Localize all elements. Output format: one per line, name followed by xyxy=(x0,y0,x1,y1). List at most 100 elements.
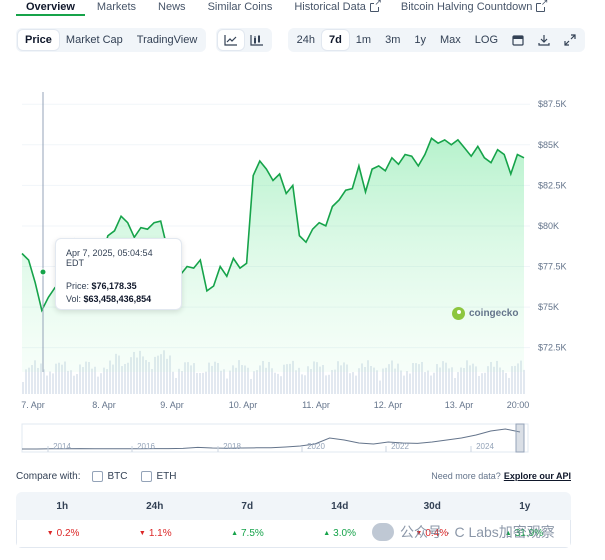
volume-bar xyxy=(388,364,390,394)
volume-bar xyxy=(208,362,210,394)
volume-bar xyxy=(40,363,42,394)
volume-bar xyxy=(397,363,399,394)
volume-bar xyxy=(457,372,459,394)
tab-news[interactable]: News xyxy=(158,0,186,14)
volume-bar xyxy=(223,369,225,394)
volume-bar xyxy=(460,367,462,394)
volume-bar xyxy=(52,373,54,394)
volume-bar xyxy=(133,351,135,394)
volume-bar xyxy=(103,367,105,394)
volume-bar xyxy=(238,360,240,394)
volume-bar xyxy=(91,368,93,394)
volume-bar xyxy=(439,367,441,394)
volume-bar xyxy=(484,372,486,394)
volume-bar xyxy=(100,373,102,394)
volume-bar xyxy=(139,350,141,394)
candlestick-chart-icon[interactable] xyxy=(244,30,270,50)
volume-bar xyxy=(31,365,33,394)
volume-bar xyxy=(481,373,483,394)
view-market-cap-button[interactable]: Market Cap xyxy=(65,34,123,46)
range-log-button[interactable]: LOG xyxy=(474,34,498,46)
perf-value-1y: ▲ 31.9% xyxy=(478,520,570,547)
volume-bar xyxy=(319,366,321,394)
range-max-button[interactable]: Max xyxy=(439,34,461,46)
volume-bar xyxy=(373,367,375,394)
volume-bar xyxy=(46,375,48,394)
volume-bar xyxy=(229,370,231,394)
caret-up-icon: ▲ xyxy=(231,530,238,537)
caret-up-icon: ▲ xyxy=(504,530,512,537)
view-tradingview-button[interactable]: TradingView xyxy=(136,34,198,46)
tab-overview[interactable]: Overview xyxy=(16,0,85,16)
range-7d-button[interactable]: 7d xyxy=(321,30,349,50)
volume-bar xyxy=(316,362,318,394)
volume-bar xyxy=(346,364,348,394)
volume-bar xyxy=(508,377,510,394)
watermark-text: 公众号 · C Labs加密观察 xyxy=(400,524,555,540)
x-tick-label: 9. Apr xyxy=(160,400,184,410)
compare-eth-checkbox[interactable] xyxy=(141,470,153,482)
range-switcher: 24h 7d 1m 3m 1y Max LOG xyxy=(287,28,585,52)
tab-bitcoin-halving-countdown[interactable]: Bitcoin Halving Countdown xyxy=(400,0,549,14)
range-1y-button[interactable]: 1y xyxy=(414,34,426,46)
download-icon[interactable] xyxy=(531,30,557,50)
navigator-year-label: 2024 xyxy=(476,442,494,451)
caret-up-icon: ▲ xyxy=(323,530,331,537)
volume-bar xyxy=(94,366,96,394)
explore-api-link[interactable]: Explore our API xyxy=(503,471,571,481)
perf-header-1y: 1y xyxy=(519,500,531,512)
top-tabs: Overview Markets News Similar Coins Historic… xyxy=(0,0,605,16)
chart-type-switcher xyxy=(216,28,273,52)
volume-bar xyxy=(307,366,309,394)
view-price-button[interactable]: Price xyxy=(18,30,59,50)
compare-eth-label[interactable]: ETH xyxy=(156,470,177,482)
y-tick-label: $75K xyxy=(538,302,559,312)
chart-toolbar: Price Market Cap TradingView 24h 7d 1m 3m 1y Ma… xyxy=(16,28,585,52)
compare-btc-checkbox[interactable] xyxy=(92,470,104,482)
volume-bar xyxy=(379,380,381,394)
volume-bar xyxy=(211,365,213,394)
volume-bar xyxy=(313,361,315,394)
volume-bar xyxy=(400,370,402,394)
tab-label: Similar Coins xyxy=(207,1,273,13)
performance-header-row: 1h 24h 7d 14d 30d 1y xyxy=(16,492,571,520)
tab-similar-coins[interactable]: Similar Coins xyxy=(208,0,273,14)
tab-label: Bitcoin Halving Countdown xyxy=(400,1,533,13)
wechat-watermark: 公众号 · C Labs加密观察 xyxy=(372,522,555,542)
volume-bar xyxy=(448,368,450,394)
perf-value-30d: ▼ 0.4% xyxy=(386,520,478,547)
range-1m-button[interactable]: 1m xyxy=(355,34,372,46)
volume-bar xyxy=(286,364,288,394)
volume-bar xyxy=(463,367,465,394)
tab-markets[interactable]: Markets xyxy=(97,0,136,14)
y-tick-label: $87.5K xyxy=(538,99,567,109)
range-3m-button[interactable]: 3m xyxy=(385,34,401,46)
line-chart-icon[interactable] xyxy=(218,30,245,50)
navigator-year-label: 2018 xyxy=(223,442,241,451)
compare-btc-label[interactable]: BTC xyxy=(107,470,128,482)
calendar-icon[interactable] xyxy=(505,30,531,50)
hover-point xyxy=(39,268,47,276)
navigator-line xyxy=(22,428,521,450)
expand-icon[interactable] xyxy=(557,30,583,50)
volume-bar xyxy=(514,365,516,394)
volume-bar xyxy=(106,369,108,394)
volume-bar xyxy=(430,375,432,394)
compare-row: Compare with: BTC ETH Need more data? Exp… xyxy=(16,469,571,483)
price-area xyxy=(22,138,524,372)
external-link-icon xyxy=(369,0,382,12)
volume-bar xyxy=(490,362,492,394)
y-tick-label: $80K xyxy=(538,221,559,231)
perf-header-7d: 7d xyxy=(241,500,254,512)
range-navigator[interactable]: 2014 2016 2018 2020 2022 2024 xyxy=(21,423,529,453)
range-24h-button[interactable]: 24h xyxy=(296,34,315,46)
coingecko-logo-icon xyxy=(452,307,465,320)
navigator-selection-handle[interactable] xyxy=(515,423,525,453)
tab-historical-data[interactable]: Historical Data xyxy=(294,0,382,14)
perf-value-24h: ▼ 1.1% xyxy=(109,520,201,547)
volume-bar xyxy=(361,363,363,394)
volume-bar xyxy=(517,363,519,394)
volume-bar xyxy=(466,360,468,394)
volume-bar xyxy=(61,364,63,394)
volume-bar xyxy=(301,374,303,394)
